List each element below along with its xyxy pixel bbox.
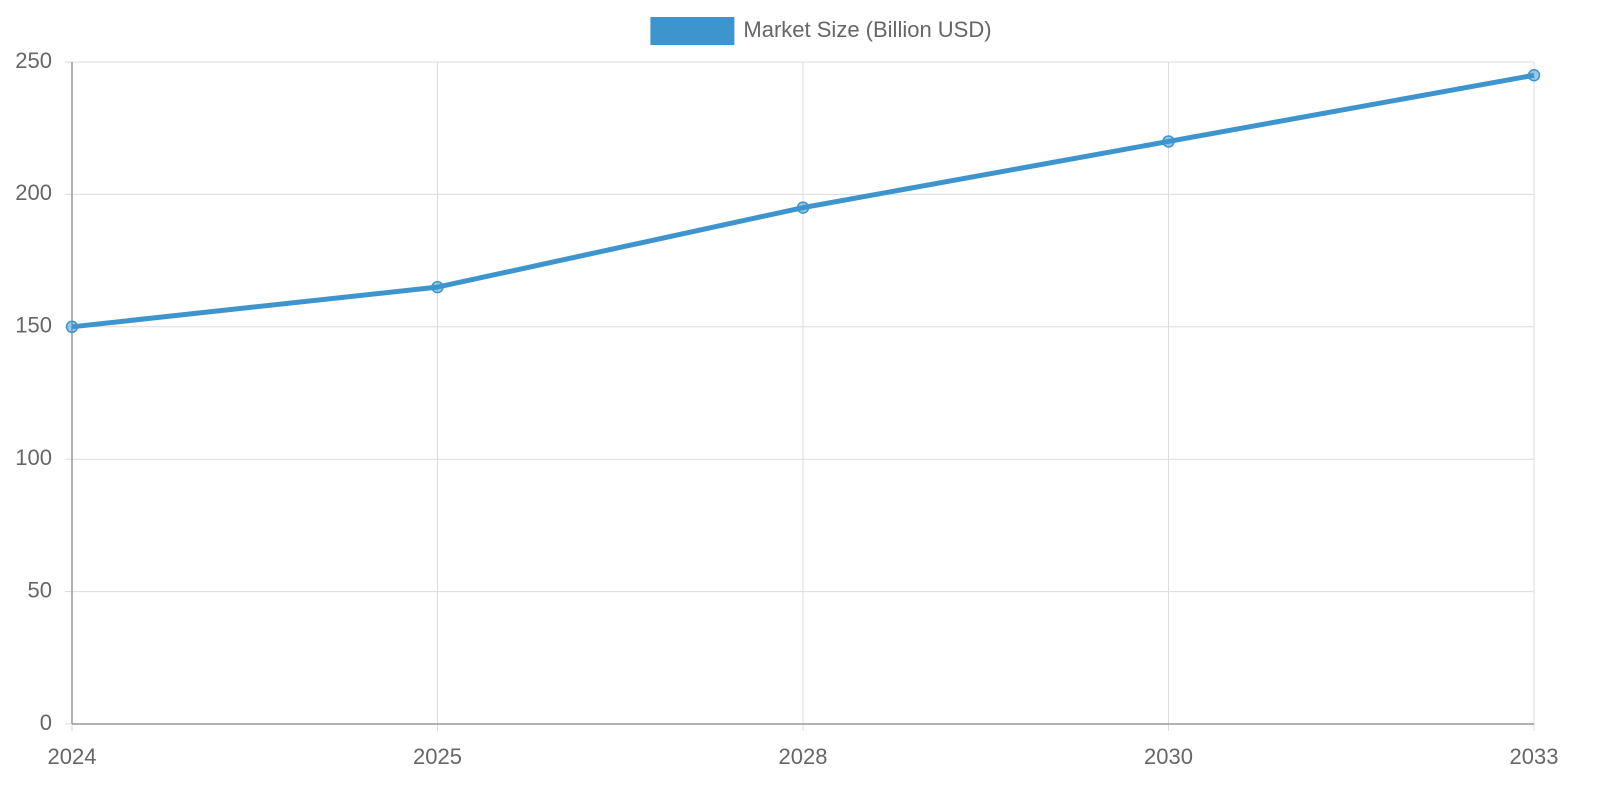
data-point [1527, 68, 1541, 82]
data-point [1162, 135, 1175, 148]
y-tick-label: 0 [40, 710, 52, 735]
y-tick-label: 250 [15, 48, 52, 73]
data-point [65, 320, 79, 334]
x-tick-label: 2030 [1144, 744, 1193, 769]
y-tick-label: 150 [15, 313, 52, 338]
y-tick-label: 100 [15, 445, 52, 470]
y-tick-label: 50 [28, 577, 52, 602]
x-tick-label: 2025 [413, 744, 462, 769]
y-tick-label: 200 [15, 180, 52, 205]
data-point [431, 280, 444, 294]
x-tick-label: 2033 [1510, 744, 1559, 769]
data-point [796, 201, 810, 214]
x-tick-label: 2028 [779, 744, 828, 769]
legend-label: Market Size (Billion USD) [743, 17, 991, 42]
x-tick-label: 2024 [48, 744, 97, 769]
legend-swatch [650, 17, 735, 45]
